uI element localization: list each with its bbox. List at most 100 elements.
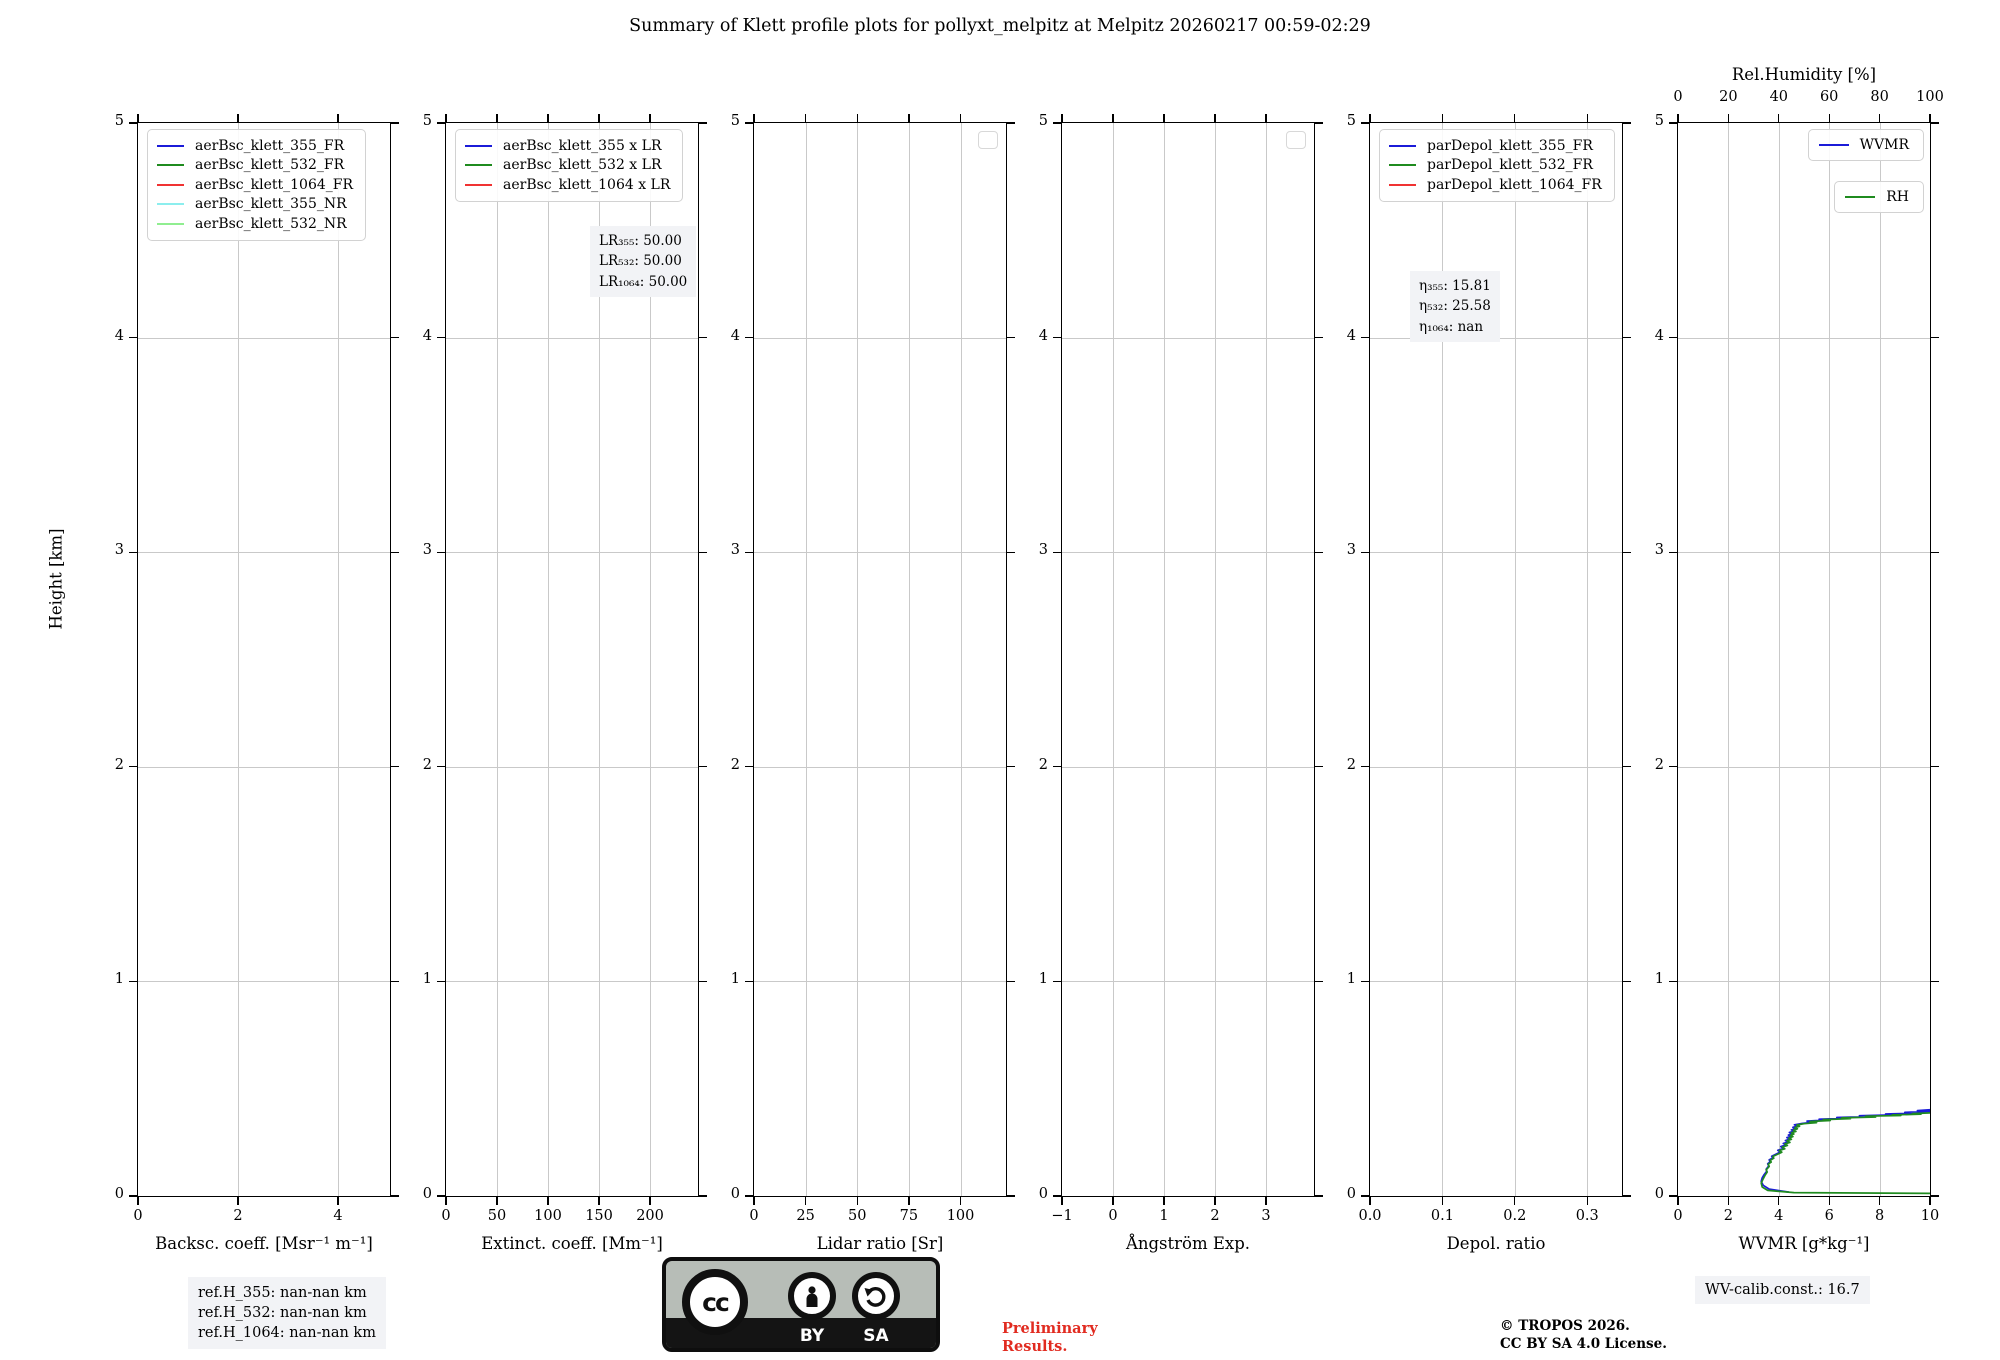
annotation-line: LR₁₀₆₄: 50.00	[599, 273, 688, 290]
y-tick-label: 3	[114, 542, 124, 559]
top-axis-label: Rel.Humidity [%]	[1731, 65, 1877, 84]
top-axis-tick-label: 0	[1673, 89, 1683, 105]
x-tick	[547, 1197, 549, 1206]
y-gridline	[446, 766, 698, 768]
top-spine	[752, 121, 1008, 123]
y-tick-label: 3	[1654, 542, 1664, 559]
y-tick	[436, 1195, 445, 1197]
y-tick	[1668, 1195, 1677, 1197]
y-tick-right	[391, 122, 400, 124]
x-tick-top	[1441, 113, 1444, 122]
bottom-spine	[1676, 1196, 1932, 1198]
series-plot-area	[1760, 1108, 1930, 1195]
y-gridline	[446, 552, 698, 554]
y-tick-label: 3	[422, 542, 432, 559]
legend-label: parDepol_klett_355_FR	[1427, 137, 1593, 154]
x-axis-label-wvmr: WVMR [g*kg⁻¹]	[1738, 1234, 1870, 1253]
circular-arrow-icon	[864, 1287, 886, 1307]
bottom-spine	[1368, 1196, 1624, 1198]
x-tick-top	[1514, 113, 1516, 122]
x-gridline	[338, 123, 339, 1196]
legend-label: parDepol_klett_1064_FR	[1427, 176, 1602, 193]
legend-entry: WVMR	[1818, 135, 1909, 155]
right-spine	[1622, 123, 1624, 1196]
x-tick-label: 0	[749, 1208, 759, 1224]
ref-h-355: ref.H_355: nan-nan km	[198, 1285, 367, 1301]
x-tick	[1441, 1197, 1444, 1206]
x-tick-label: 3	[1261, 1208, 1271, 1224]
reference-height-box: ref.H_355: nan-nan km ref.H_532: nan-nan…	[188, 1277, 386, 1349]
legend-empty-box	[978, 131, 998, 149]
x-tick	[496, 1197, 498, 1206]
y-gridline	[754, 981, 1006, 983]
cc-by-sa-badge: cc BY SA	[662, 1257, 940, 1352]
legend-entry: parDepol_klett_532_FR	[1389, 156, 1602, 176]
x-tick-label: 0	[1108, 1208, 1118, 1224]
annotation-line: LR₅₃₂: 50.00	[599, 253, 682, 270]
y-tick-right	[1931, 122, 1940, 124]
y-tick	[1052, 980, 1061, 983]
y-tick-right	[1623, 766, 1632, 768]
legend-entry: RH	[1845, 187, 1909, 207]
x-gridline	[650, 123, 652, 1196]
tropos-copyright: © TROPOS 2026. CC BY SA 4.0 License.	[1500, 1318, 1667, 1353]
legend-line-swatch	[465, 183, 492, 186]
x-gridline	[1879, 123, 1881, 1196]
y-tick-label: 0	[422, 1186, 432, 1202]
x-tick	[1828, 1197, 1830, 1206]
legend-line-swatch	[157, 183, 184, 186]
x-tick-label: 100	[534, 1208, 562, 1224]
y-tick-label: 0	[114, 1186, 124, 1202]
y-tick	[1360, 766, 1369, 768]
y-gridline	[138, 337, 390, 339]
y-tick-right	[699, 980, 708, 983]
x-tick-top	[908, 113, 910, 122]
top-axis-tick-label: 80	[1870, 89, 1889, 105]
legend-label: aerBsc_klett_532_FR	[195, 157, 345, 174]
top-axis-tick	[1778, 113, 1780, 122]
y-tick-label: 5	[1654, 113, 1664, 129]
annotation-depolarization: η₃₅₅: 15.81 η₅₃₂: 25.58 η₁₀₆₄: nan	[1410, 271, 1500, 342]
legend-empty-box	[1286, 131, 1306, 149]
y-tick-right	[1931, 980, 1940, 983]
x-tick-label: 2	[1723, 1208, 1733, 1224]
x-gridline	[1514, 123, 1516, 1196]
y-gridline	[446, 337, 698, 339]
legend-entry: aerBsc_klett_1064 x LR	[465, 175, 670, 195]
tropos-line1: © TROPOS 2026.	[1500, 1318, 1630, 1334]
legend-entry: aerBsc_klett_532_FR	[157, 156, 353, 176]
legend-line-swatch	[157, 164, 184, 167]
y-tick-label: 0	[1346, 1186, 1356, 1202]
legend-label: RH	[1886, 188, 1909, 205]
y-tick	[1052, 766, 1061, 768]
y-tick	[1360, 1195, 1369, 1197]
y-tick-label: 4	[114, 327, 124, 344]
y-tick-right	[1623, 551, 1632, 553]
x-gridline	[1728, 123, 1730, 1196]
x-tick-label: 0	[441, 1208, 451, 1224]
x-tick-label: 0	[133, 1208, 143, 1224]
bottom-spine	[136, 1196, 392, 1198]
legend-line-swatch	[157, 144, 184, 147]
x-tick	[1778, 1197, 1780, 1206]
x-tick-top	[804, 113, 807, 122]
y-tick-right	[391, 551, 400, 553]
legend-label: aerBsc_klett_1064_FR	[195, 176, 354, 193]
x-tick-label: 2	[233, 1208, 243, 1224]
x-tick-label: 0.2	[1503, 1208, 1527, 1224]
x-tick-top	[547, 113, 549, 122]
y-tick	[744, 551, 753, 553]
annotation-extinction: LR₃₅₅: 50.00 LR₅₃₂: 50.00 LR₁₀₆₄: 50.00	[590, 226, 697, 297]
ref-h-1064: ref.H_1064: nan-nan km	[198, 1325, 376, 1341]
legend-entry: aerBsc_klett_355 x LR	[465, 136, 670, 156]
legend-line-swatch	[1389, 144, 1416, 147]
y-tick-right	[1931, 766, 1940, 768]
left-spine	[752, 123, 754, 1196]
y-tick-label: 4	[1346, 327, 1356, 344]
x-tick-label: 200	[636, 1208, 664, 1224]
x-tick	[1727, 1197, 1730, 1206]
y-tick-label: 0	[730, 1186, 740, 1202]
x-tick-label: 50	[848, 1208, 867, 1224]
x-tick-label: 0	[1673, 1208, 1683, 1224]
legend-depolarization: parDepol_klett_355_FR parDepol_klett_532_…	[1379, 129, 1615, 202]
